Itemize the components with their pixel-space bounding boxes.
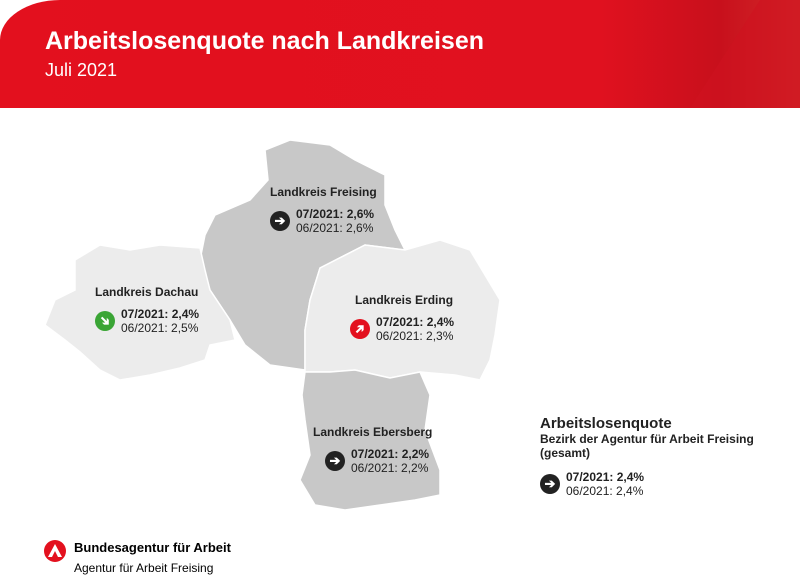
current-rate: 07/2021: 2,4% bbox=[121, 307, 200, 321]
legend-subtitle: Bezirk der Agentur für Arbeit Freising (… bbox=[540, 432, 754, 460]
region-name: Landkreis Erding bbox=[355, 293, 454, 307]
region-label-dachau: Landkreis Dachau ➔ 07/2021: 2,4% 06/2021: … bbox=[90, 285, 200, 336]
legend-title: Arbeitslosenquote bbox=[540, 415, 672, 432]
legend-current-rate: 07/2021: 2,4% bbox=[566, 470, 645, 484]
arrow-right-icon: ➔ bbox=[325, 451, 345, 471]
legend: Arbeitslosenquote Bezirk der Agentur für… bbox=[540, 415, 800, 498]
footer-logo: Bundesagentur für Arbeit Agentur für Arbe… bbox=[44, 540, 231, 575]
arrow-right-icon: ➔ bbox=[540, 474, 560, 494]
region-name: Landkreis Dachau bbox=[95, 285, 199, 299]
region-label-freising: Landkreis Freising ➔ 07/2021: 2,6% 06/2021… bbox=[270, 185, 377, 235]
page-title: Arbeitslosenquote nach Landkreisen bbox=[45, 27, 484, 55]
region-ebersberg[interactable] bbox=[299, 369, 441, 511]
arrow-down-right-icon: ➔ bbox=[90, 306, 120, 336]
previous-rate: 06/2021: 2,2% bbox=[351, 461, 429, 475]
legend-previous-rate: 06/2021: 2,4% bbox=[566, 484, 644, 498]
region-name: Landkreis Ebersberg bbox=[313, 425, 433, 439]
region-dachau[interactable] bbox=[44, 244, 236, 381]
previous-rate: 06/2021: 2,6% bbox=[296, 221, 374, 235]
current-rate: 07/2021: 2,2% bbox=[351, 447, 430, 461]
current-rate: 07/2021: 2,4% bbox=[376, 315, 455, 329]
previous-rate: 06/2021: 2,5% bbox=[121, 321, 199, 335]
region-label-ebersberg: Landkreis Ebersberg ➔ 07/2021: 2,2% 06/202… bbox=[313, 425, 432, 475]
previous-rate: 06/2021: 2,3% bbox=[376, 329, 454, 343]
current-rate: 07/2021: 2,6% bbox=[296, 207, 375, 221]
arrow-up-right-icon: ➔ bbox=[345, 314, 375, 344]
page-subtitle: Juli 2021 bbox=[45, 60, 118, 80]
region-name: Landkreis Freising bbox=[270, 185, 377, 199]
office-name: Agentur für Arbeit Freising bbox=[74, 561, 214, 575]
header-banner: Arbeitslosenquote nach Landkreisen Juli … bbox=[0, 0, 800, 108]
org-name: Bundesagentur für Arbeit bbox=[74, 540, 231, 555]
ba-logo-icon bbox=[44, 540, 66, 562]
region-label-erding: Landkreis Erding ➔ 07/2021: 2,4% 06/2021: … bbox=[345, 293, 455, 344]
arrow-right-icon: ➔ bbox=[270, 211, 290, 231]
